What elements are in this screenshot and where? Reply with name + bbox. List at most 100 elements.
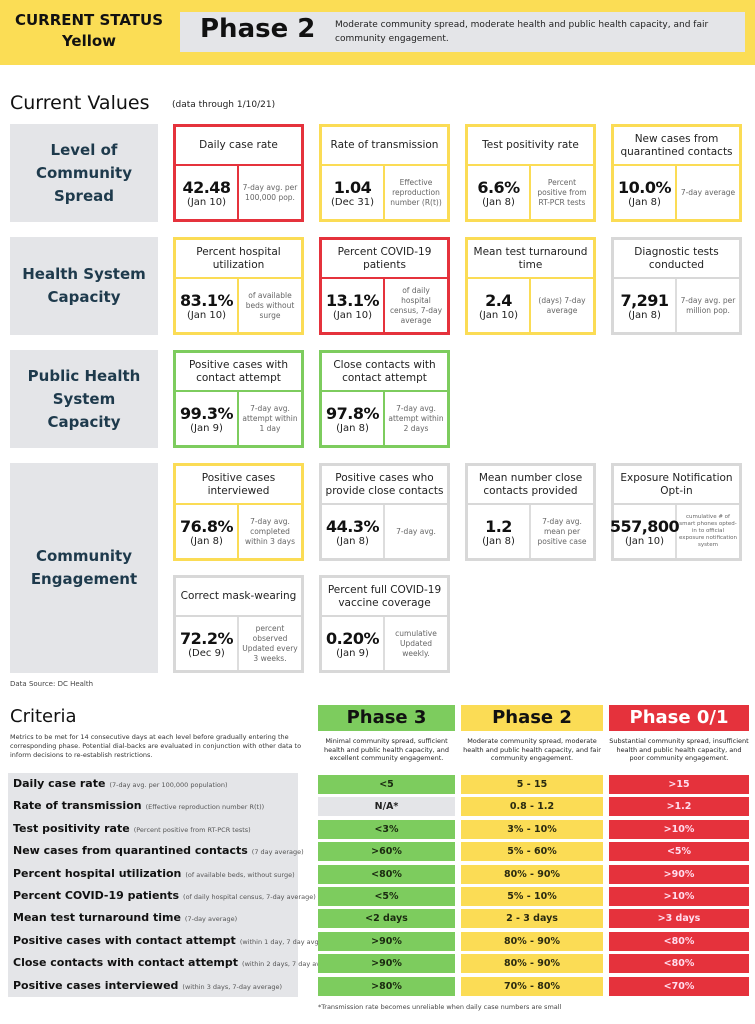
metric-value: 97.8% [325, 403, 380, 423]
metric-detail: (Percent positive from RT-PCR tests) [133, 825, 251, 834]
criteria-cell-phase01: <80% [609, 931, 749, 951]
criteria-cell-phase01: <5% [609, 842, 749, 862]
criteria-cell-phase01: >1.2 [609, 797, 749, 817]
metric-note: 7-day avg. per 100,000 pop. [242, 182, 298, 202]
metric-note: Percent positive from RT-PCR tests [537, 177, 587, 207]
metric-value-box: 0.20% (Jan 9) [322, 617, 385, 670]
metric-card: Percent full COVID-19 vaccine coverage 0.… [319, 575, 450, 673]
criteria-cell-phase3: <5 [318, 775, 455, 794]
criteria-metric: Mean test turnaround time (7-day average) [13, 911, 237, 924]
metric-value-box: 72.2% (Dec 9) [176, 617, 239, 670]
metric-date: (Jan 8) [190, 535, 223, 547]
footnote: *Transmission rate becomes unreliable wh… [318, 1003, 562, 1011]
criteria-cell-phase01: >10% [609, 887, 749, 906]
metric-title: Exposure Notification Opt-in [614, 466, 739, 505]
current-phase: Phase 2 [200, 14, 316, 44]
metric-name: Percent hospital utilization [13, 866, 182, 880]
criteria-cell-phase3: >80% [318, 976, 455, 996]
criteria-cell-phase3: N/A* [318, 797, 455, 817]
metric-title: Mean test turnaround time [468, 240, 593, 279]
metric-value: 13.1% [325, 290, 380, 310]
criteria-cell-phase2: 80% - 90% [461, 954, 603, 974]
criteria-metric: New cases from quarantined contacts (7 da… [13, 844, 304, 857]
metric-note: cumulative # of smart phones opted-in to… [679, 514, 737, 548]
criteria-metric: Test positivity rate (Percent positive fr… [13, 822, 251, 835]
metric-value-box: 42.48 (Jan 10) [176, 166, 239, 219]
metric-date: (Jan 8) [482, 196, 515, 208]
metric-value: 7,291 [620, 290, 669, 310]
metric-name: Daily case rate [13, 777, 106, 790]
criteria-cell-phase3: >60% [318, 842, 455, 862]
metric-note: 7-day avg. attempt within 2 days [388, 403, 444, 433]
metric-note: 7-day average [680, 187, 736, 197]
category-label: Community Engagement [10, 463, 158, 673]
metric-date: (Jan 8) [482, 535, 515, 547]
metric-name: New cases from quarantined contacts [13, 844, 248, 858]
criteria-metric: Daily case rate (7-day avg. per 100,000 p… [13, 777, 228, 790]
metric-note: 7-day avg. per million pop. [680, 295, 736, 315]
metric-title: New cases from quarantined contacts [614, 127, 739, 166]
metric-detail: (of daily hospital census, 7-day average… [183, 893, 316, 901]
metric-card: Close contacts with contact attempt 97.8%… [319, 350, 450, 448]
phase-box [180, 12, 745, 52]
status-label: CURRENT STATUS [14, 11, 164, 29]
metric-name: Test positivity rate [13, 821, 130, 835]
metric-title: Daily case rate [176, 127, 301, 166]
metric-title: Close contacts with contact attempt [322, 353, 447, 392]
criteria-cell-phase2: 70% - 80% [461, 976, 603, 996]
data-source: Data Source: DC Health [10, 680, 94, 688]
metric-detail: (Effective reproduction number R(t)) [145, 803, 265, 812]
metric-note: cumulative Updated weekly. [395, 628, 437, 658]
metric-card: Mean test turnaround time 2.4 (Jan 10) (day… [465, 237, 596, 335]
metric-card: Percent COVID-19 patients 13.1% (Jan 10) of… [319, 237, 450, 335]
criteria-cell-phase3: <5% [318, 887, 455, 906]
phase-header: Phase 3 [318, 705, 455, 731]
metric-value: 44.3% [325, 516, 380, 536]
criteria-cell-phase3: <80% [318, 864, 455, 884]
metric-value: 76.8% [179, 516, 234, 536]
metric-detail: (within 3 days, 7-day average) [182, 982, 283, 991]
criteria-cell-phase2: 0.8 - 1.2 [461, 797, 603, 817]
metric-date: (Jan 8) [336, 422, 369, 434]
metric-title: Percent full COVID-19 vaccine coverage [322, 578, 447, 617]
metric-note: Effective reproduction number (R(t)) [390, 177, 442, 207]
criteria-cell-phase01: >90% [609, 864, 749, 884]
criteria-cell-phase2: 3% - 10% [461, 819, 603, 839]
metric-note: 7-day avg. completed within 3 days [245, 516, 295, 546]
metric-value-box: 557,800 (Jan 10) [610, 505, 680, 558]
metric-detail: (7-day avg. per 100,000 population) [109, 781, 228, 789]
criteria-cell-phase01: >10% [609, 819, 749, 839]
metric-detail: (7-day average) [184, 915, 238, 924]
metric-title: Positive cases who provide close contact… [322, 466, 447, 505]
metric-name: Positive cases interviewed [13, 978, 179, 992]
metric-date: (Jan 10) [332, 309, 373, 321]
metric-title: Positive cases with contact attempt [176, 353, 301, 392]
metric-note: 7-day avg. attempt within 1 day [242, 403, 298, 433]
metric-value-box: 2.4 (Jan 10) [468, 279, 531, 332]
metric-value-box: 83.1% (Jan 10) [176, 279, 239, 332]
metric-date: (Dec 31) [330, 196, 375, 208]
criteria-metric: Positive cases with contact attempt (with… [13, 934, 323, 947]
category-label: Level of Community Spread [10, 124, 158, 222]
metric-name: Rate of transmission [13, 799, 142, 813]
metric-date: (Jan 9) [190, 422, 223, 434]
metric-date: (Dec 9) [188, 647, 225, 659]
current-values-subtitle: (data through 1/10/21) [172, 100, 276, 110]
metric-title: Rate of transmission [322, 127, 447, 166]
metric-note: 7-day avg. mean per positive case [537, 516, 587, 546]
metric-note: (days) 7-day average [538, 295, 586, 315]
criteria-cell-phase2: 2 - 3 days [461, 909, 603, 929]
metric-name: Positive cases with contact attempt [13, 933, 236, 947]
phase-description: Moderate community spread, moderate heal… [335, 20, 709, 44]
metric-card: Exposure Notification Opt-in 557,800 (Jan … [610, 463, 742, 561]
metric-card: Positive cases with contact attempt 99.3%… [173, 350, 304, 448]
phase-description: Moderate community spread, moderate heal… [463, 737, 601, 762]
criteria-cell-phase3: >90% [318, 931, 455, 951]
criteria-metric-panel [8, 773, 298, 997]
metric-value: 10.0% [617, 177, 672, 197]
metric-card: Test positivity rate 6.6% (Jan 8) Percent p… [465, 124, 596, 222]
metric-value: 1.04 [333, 177, 372, 197]
criteria-metric: Rate of transmission (Effective reproduct… [13, 799, 264, 812]
metric-title: Percent COVID-19 patients [322, 240, 447, 279]
metric-card: Rate of transmission 1.04 (Dec 31) Effectiv… [319, 124, 450, 222]
